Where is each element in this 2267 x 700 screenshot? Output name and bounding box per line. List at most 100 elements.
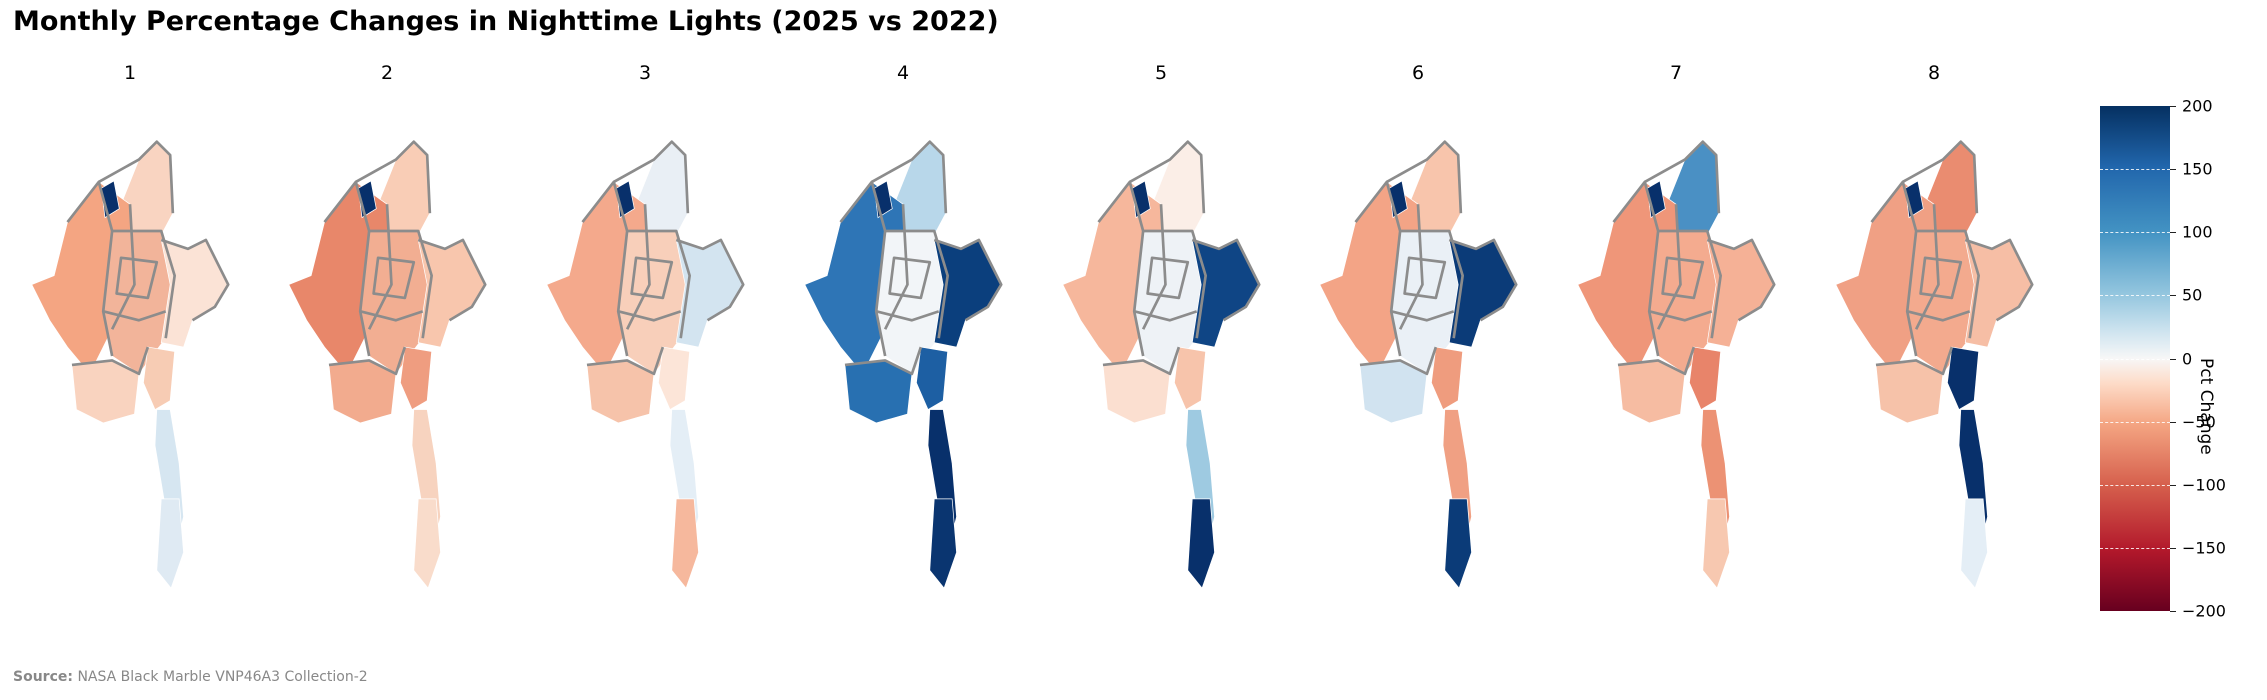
admin-border: [1706, 238, 1776, 322]
southeast-region: [143, 346, 176, 411]
admin-border: [1919, 256, 1963, 300]
admin-border: [1875, 346, 1954, 376]
colorbar-title: Pct Change: [2196, 358, 2216, 455]
southern-tip-region: [1960, 498, 1988, 589]
map-svg: [1319, 140, 1518, 589]
colorbar-gridline: [2100, 232, 2170, 233]
admin-border: [1661, 256, 1705, 300]
southern-tip-region: [1702, 498, 1730, 589]
admin-border: [1964, 238, 2034, 322]
colorbar-tick-label: 0: [2182, 349, 2193, 369]
source-note: Source: NASA Black Marble VNP46A3 Collec…: [13, 669, 368, 685]
southern-tip-region: [1444, 498, 1472, 589]
admin-border: [1902, 140, 1979, 214]
southeast-region: [1947, 346, 1980, 411]
map-svg: [1835, 140, 2034, 589]
admin-border: [1403, 256, 1447, 300]
southeast-region: [658, 346, 691, 411]
colorbar-tick: [2170, 611, 2176, 612]
colorbar-tick-label: 200: [2182, 96, 2213, 116]
colorbar-tick: [2170, 548, 2176, 549]
colorbar-gridline: [2100, 548, 2170, 549]
colorbar-tick: [2170, 106, 2176, 107]
colorbar-tick-label: −150: [2182, 538, 2226, 558]
admin-border: [115, 256, 159, 300]
colorbar-tick-label: −100: [2182, 475, 2226, 495]
admin-border: [1359, 346, 1438, 376]
admin-border: [1146, 256, 1190, 300]
colorbar-gridline: [2100, 295, 2170, 296]
admin-border: [1648, 310, 1713, 322]
source-label: Source: [13, 669, 68, 685]
admin-border: [1400, 229, 1464, 339]
admin-border: [112, 229, 176, 339]
map-panel-5: 5: [1036, 62, 1286, 602]
admin-border: [102, 310, 167, 322]
colorbar: 200 150 100 50 0 −50 −100 −150 −200: [2100, 97, 2226, 621]
admin-border: [1133, 310, 1198, 322]
colorbar-tick-label: −200: [2182, 601, 2226, 621]
admin-border: [630, 256, 674, 300]
admin-border: [627, 229, 691, 339]
admin-border: [1354, 180, 1402, 357]
admin-border: [1390, 310, 1455, 322]
admin-border: [617, 310, 682, 322]
colorbar-tick-label: −50: [2182, 412, 2216, 432]
admin-border: [871, 140, 948, 214]
southeast-region: [1174, 346, 1207, 411]
admin-border: [71, 346, 150, 376]
admin-border: [839, 180, 887, 357]
admin-border: [369, 229, 433, 339]
map-panel-4: 4: [778, 62, 1028, 602]
colorbar-gridline: [2100, 169, 2170, 170]
admin-border: [98, 140, 175, 214]
admin-border: [1102, 346, 1181, 376]
admin-border: [1658, 229, 1722, 339]
admin-border: [1906, 310, 1971, 322]
admin-border: [1617, 346, 1696, 376]
source-text: NASA Black Marble VNP46A3 Collection-2: [77, 669, 368, 685]
southern-tip-region: [413, 498, 441, 589]
map-panel-2: 2: [262, 62, 512, 602]
southeast-region: [916, 346, 949, 411]
admin-border: [372, 256, 416, 300]
admin-border: [844, 346, 923, 376]
colorbar-tick: [2170, 359, 2176, 360]
panel-label: 4: [896, 62, 910, 84]
admin-border: [581, 180, 629, 357]
colorbar-tick-label: 100: [2182, 222, 2213, 242]
admin-border: [1191, 238, 1261, 322]
admin-border: [1129, 140, 1206, 214]
colorbar-tick: [2170, 485, 2176, 486]
admin-border: [359, 310, 424, 322]
map-svg: [1577, 140, 1776, 589]
colorbar-tick-label: 150: [2182, 159, 2213, 179]
admin-border: [586, 346, 665, 376]
colorbar-tick-label: 50: [2182, 285, 2203, 305]
panel-label: 3: [638, 62, 652, 84]
admin-border: [888, 256, 932, 300]
map-svg: [1062, 140, 1261, 589]
panel-label: 7: [1669, 62, 1683, 84]
map-svg: [804, 140, 1003, 589]
admin-border: [1644, 140, 1721, 214]
admin-border: [66, 180, 114, 357]
admin-border: [417, 238, 487, 322]
admin-border: [323, 180, 371, 357]
map-panel-1: 1: [5, 62, 255, 602]
admin-border: [1916, 229, 1980, 339]
colorbar-tick: [2170, 422, 2176, 423]
map-svg: [546, 140, 745, 589]
panel-label: 1: [123, 62, 137, 84]
southern-tip-region: [929, 498, 957, 589]
colorbar-tick: [2170, 295, 2176, 296]
colorbar-tick: [2170, 232, 2176, 233]
map-panel-6: 6: [1293, 62, 1543, 602]
admin-border: [675, 238, 745, 322]
southern-tip-region: [1187, 498, 1215, 589]
southeast-region: [400, 346, 433, 411]
southern-tip-region: [671, 498, 699, 589]
source-colon: :: [67, 669, 73, 685]
admin-border: [613, 140, 690, 214]
map-panel-8: 8: [1809, 62, 2059, 602]
